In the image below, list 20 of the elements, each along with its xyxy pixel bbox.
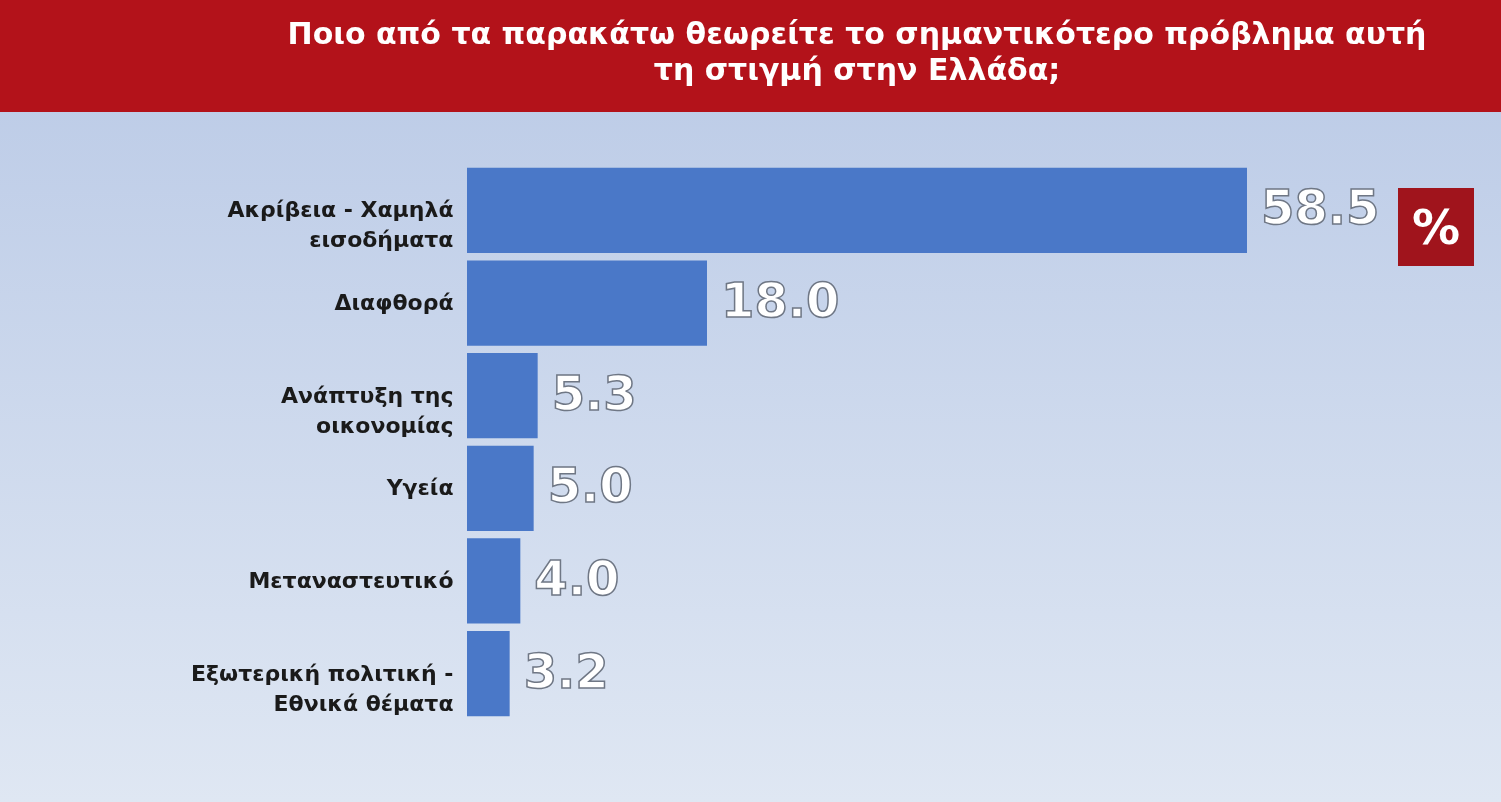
data-label: 3.2 [523, 642, 609, 699]
data-label: 4.0 [534, 549, 620, 606]
data-label: 5.0 [547, 457, 633, 514]
chart-title: Ποιο από τα παρακάτω θεωρείτε το σημαντικότερο πρόβλημα αυτή τη στιγμή στην Ελλάδα; [287, 16, 1427, 87]
bar [467, 538, 521, 624]
data-label: 5.3 [551, 364, 637, 421]
y-tick-label: Ακρίβεια - Χαμηλά εισοδήματα [227, 197, 454, 253]
y-tick-label: Μεταναστευτικό [248, 567, 454, 593]
y-tick-label: Εξωτερική πολιτική - Εθνικά θέματα [191, 660, 454, 716]
bar [467, 167, 1247, 254]
y-tick-label: Διαφθορά [334, 290, 454, 316]
text: % [1398, 188, 1474, 266]
bar [467, 445, 534, 531]
y-tick-label: Ανάπτυξη της οικονομίας [281, 382, 454, 438]
y-tick-label: Υγεία [385, 475, 454, 501]
data-label: 58.5 [1261, 179, 1380, 236]
bar [467, 630, 510, 717]
data-label: 18.0 [721, 272, 840, 329]
bar [467, 260, 707, 346]
bar [467, 353, 538, 439]
